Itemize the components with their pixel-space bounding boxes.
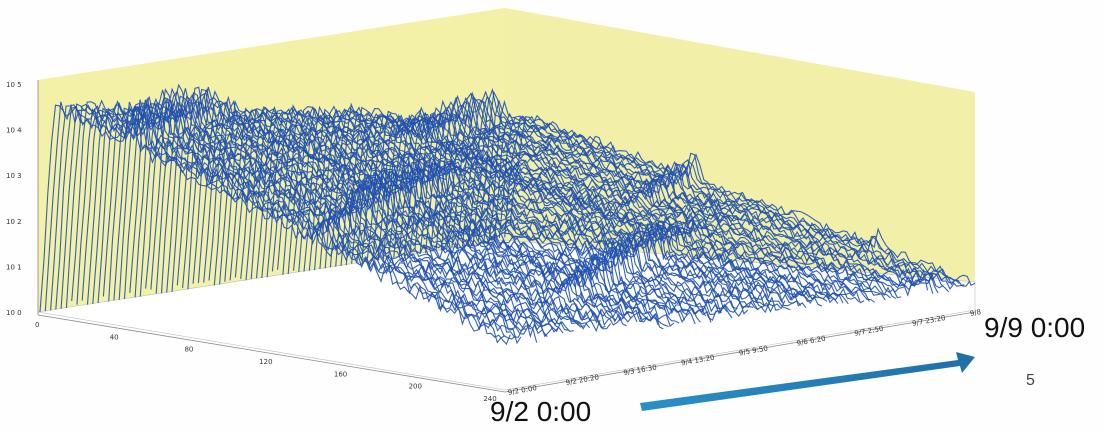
- spectrum-trace: [335, 102, 802, 306]
- start-time-label: 9/2 0:00: [490, 396, 592, 427]
- spectrum-trace: [329, 106, 796, 307]
- y-tick-label: 10 4: [6, 127, 22, 135]
- spectrum-trace: [498, 115, 965, 287]
- spectrum-trace: [303, 105, 770, 314]
- spectrum-trace: [145, 94, 612, 330]
- spectrum-trace: [50, 102, 516, 340]
- y-tick-label: 10 3: [6, 172, 22, 180]
- time-direction-arrow: [640, 352, 975, 411]
- spectrum-trace: [44, 101, 511, 346]
- page-number: 5: [1026, 372, 1035, 389]
- spectrum-trace: [456, 100, 923, 288]
- spectrum-trace: [424, 101, 891, 299]
- depth-axis-line: [504, 311, 976, 393]
- spectrum-trace: [461, 90, 929, 291]
- spectrum-trace: [451, 99, 918, 291]
- spectrum-trace: [324, 108, 791, 311]
- depth-tick-label: 9/8: [969, 308, 981, 318]
- waterfall-surface: [39, 83, 976, 346]
- spectrum-trace: [219, 99, 686, 321]
- spectrum-trace: [409, 97, 876, 303]
- spectrum-trace: [224, 108, 691, 323]
- y-tick-label: 10 1: [6, 263, 22, 271]
- y-tick-label: 10 0: [6, 309, 22, 317]
- x-tick-label: 200: [409, 383, 422, 391]
- y-axis-ticks: 10 0 10 1 10 2 10 3 10 4 10 5: [6, 81, 22, 317]
- x-axis-ticks: 0 40 80 120 160 200 240: [35, 321, 497, 403]
- spectrum-trace: [176, 86, 643, 320]
- spectrum-trace: [245, 106, 712, 323]
- spectrum-trace: [314, 105, 780, 311]
- spectrum-trace: [213, 100, 680, 324]
- end-time-label: 9/9 0:00: [984, 312, 1086, 343]
- spectrum-trace: [292, 105, 759, 311]
- spectrum-trace: [446, 95, 913, 297]
- spectrum-trace: [155, 86, 622, 326]
- spectrum-trace: [55, 106, 522, 345]
- spectrum-trace: [403, 101, 870, 302]
- x-tick-label: 120: [259, 358, 272, 366]
- spectrum-trace: [435, 92, 902, 299]
- spectrum-trace: [287, 106, 754, 308]
- spectrum-trace: [208, 95, 675, 328]
- spectrum-trace: [467, 95, 934, 294]
- x-tick-label: 240: [483, 395, 496, 403]
- spectrum-trace: [277, 104, 744, 318]
- spectrum-trace: [340, 111, 807, 308]
- spectrum-trace: [387, 99, 854, 297]
- x-tick-label: 80: [184, 346, 193, 354]
- spectrum-trace: [398, 106, 865, 304]
- spectrum-trace: [509, 114, 976, 287]
- spectrum-trace: [282, 110, 749, 315]
- spectrum-trace: [504, 115, 971, 287]
- spectrum-trace: [493, 112, 960, 286]
- x-axis-line: [37, 314, 506, 393]
- spectrum-trace: [76, 103, 543, 339]
- spectrum-trace: [261, 108, 728, 315]
- spectrum-trace: [134, 88, 601, 333]
- y-tick-label: 10 5: [6, 81, 22, 89]
- spectrum-trace: [102, 88, 569, 333]
- spectrum-trace: [39, 103, 506, 344]
- spectrum-trace: [377, 106, 844, 304]
- x-tick-label: 40: [110, 333, 119, 341]
- x-tick-label: 0: [35, 321, 39, 329]
- x-tick-label: 160: [334, 370, 347, 378]
- y-tick-label: 10 2: [6, 218, 22, 226]
- spectrum-trace: [345, 106, 812, 302]
- spectrum-trace: [488, 99, 955, 290]
